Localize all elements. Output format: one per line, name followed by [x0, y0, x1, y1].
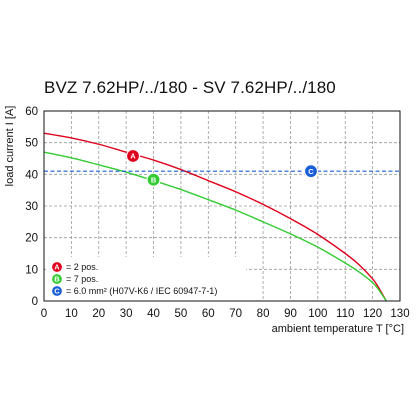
marker-b: B [146, 172, 161, 187]
legend-badge-b: B [50, 272, 64, 286]
x-tick-label: 70 [229, 308, 242, 320]
legend-badge-c-letter: C [54, 287, 60, 296]
legend-text-c: = 6.0 mm² (H07V-K6 / IEC 60947-7-1) [66, 286, 217, 296]
y-tick-label: 60 [25, 106, 38, 118]
marker-a-letter: A [130, 152, 136, 161]
x-tick-label: 130 [390, 308, 409, 320]
y-tick-label: 10 [25, 264, 38, 276]
marker-c: C [303, 164, 319, 179]
x-tick-label: 10 [65, 308, 78, 320]
x-tick-label: 0 [41, 308, 47, 320]
x-tick-label: 120 [363, 308, 382, 320]
marker-b-letter: B [151, 175, 157, 184]
legend-text-a: = 2 pos. [66, 262, 98, 272]
marker-a: A [125, 148, 141, 164]
x-tick-label: 90 [284, 308, 297, 320]
x-tick-label: 80 [257, 308, 270, 320]
series-layer [43, 132, 400, 302]
x-tick-label: 50 [175, 308, 188, 320]
plot-frame [43, 110, 401, 302]
legend-text-b: = 7 pos. [66, 274, 98, 284]
x-tick-label: 20 [92, 308, 105, 320]
y-tick-label: 40 [25, 169, 38, 181]
legend-badge-a-letter: A [54, 263, 60, 272]
legend-badge-c: C [50, 284, 64, 298]
x-tick-label: 40 [147, 308, 160, 320]
x-tick-label: 30 [120, 308, 133, 320]
marker-b-circle [146, 172, 161, 187]
y-tick-label: 30 [25, 201, 38, 213]
marker-c-circle [303, 164, 319, 179]
x-tick-label: 110 [336, 308, 354, 320]
x-tick-label: 100 [308, 308, 327, 320]
legend-box [46, 257, 246, 299]
y-tick-label: 0 [32, 296, 38, 308]
y-tick-label: 50 [25, 138, 38, 150]
curve-markers: A B C [125, 148, 319, 187]
marker-a-circle [125, 148, 141, 164]
x-axis-label: ambient temperature T [°C] [272, 323, 404, 335]
series-line-a [43, 132, 387, 302]
legend-badge-b-circle [50, 272, 64, 286]
legend-badge-a: A [50, 260, 64, 274]
marker-c-letter: C [308, 167, 314, 176]
legend-badge-a-circle [50, 260, 64, 274]
series-line-b [43, 151, 387, 302]
legend-badge-c-circle [50, 284, 64, 298]
x-tick-label: 60 [202, 308, 215, 320]
chart-title: BVZ 7.62HP/../180 - SV 7.62HP/../180 [44, 78, 336, 97]
y-axis-label: load current I [A] [4, 106, 16, 187]
legend-badge-b-letter: B [54, 275, 60, 284]
tick-labels: 0 10 20 30 40 50 60 70 80 90 100 110 120 130 0 10 20 30 40… [25, 106, 409, 320]
legend: A = 2 pos. B = 7 pos. C = 6.0 mm² (H07V-K6 / … [50, 260, 217, 298]
y-tick-label: 20 [25, 233, 38, 245]
